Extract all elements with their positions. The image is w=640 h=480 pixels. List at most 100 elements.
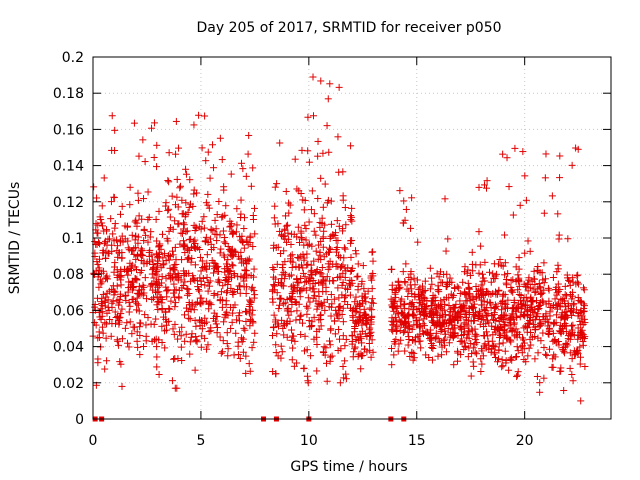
data-point: [152, 269, 160, 277]
data-point: [181, 270, 189, 278]
data-point: [162, 287, 170, 295]
data-point: [246, 306, 254, 314]
data-point: [91, 238, 99, 246]
data-point: [182, 199, 190, 207]
data-point: [228, 261, 236, 269]
data-point: [194, 286, 202, 294]
data-point: [153, 353, 161, 361]
data-point: [148, 124, 156, 132]
data-point: [129, 284, 137, 292]
data-point: [243, 308, 251, 316]
data-point: [251, 230, 259, 238]
data-point: [110, 194, 118, 202]
data-point: [233, 221, 241, 229]
data-point: [122, 292, 130, 300]
y-tick-label: 0.12: [53, 195, 84, 211]
data-point: [210, 269, 218, 277]
data-point: [150, 119, 158, 127]
data-point: [149, 294, 157, 302]
data-point: [93, 194, 101, 202]
data-point: [121, 324, 129, 332]
data-point: [93, 258, 101, 266]
data-point: [197, 267, 205, 275]
data-point: [172, 117, 180, 125]
data-point: [165, 205, 173, 213]
data-point: [118, 305, 126, 313]
data-point: [191, 276, 199, 284]
data-point: [195, 111, 203, 119]
data-point: [186, 338, 194, 346]
data-point: [236, 354, 244, 362]
data-point: [133, 337, 141, 345]
data-point: [110, 291, 118, 299]
data-point: [131, 323, 139, 331]
data-point: [208, 257, 216, 265]
data-point: [116, 238, 124, 246]
data-point: [154, 298, 162, 306]
data-point: [171, 217, 179, 225]
data-point: [248, 344, 256, 352]
y-tick-label: 0.04: [53, 340, 84, 356]
data-point: [236, 289, 244, 297]
data-point: [202, 297, 210, 305]
data-point: [181, 278, 189, 286]
data-point: [224, 345, 232, 353]
data-point: [200, 224, 208, 232]
data-point: [219, 337, 227, 345]
data-point: [204, 148, 212, 156]
data-point: [164, 237, 172, 245]
data-point: [158, 305, 166, 313]
data-point: [196, 253, 204, 261]
data-point: [173, 193, 181, 201]
data-point: [102, 334, 110, 342]
data-point: [218, 348, 226, 356]
data-point: [210, 309, 218, 317]
data-point: [242, 307, 250, 315]
data-point: [216, 297, 224, 305]
data-point: [95, 283, 103, 291]
y-tick-label: 0.14: [53, 159, 84, 175]
data-point: [242, 274, 250, 282]
data-point: [231, 301, 239, 309]
data-point: [238, 338, 246, 346]
data-point: [214, 278, 222, 286]
data-point: [126, 302, 134, 310]
data-point: [212, 263, 220, 271]
data-point: [222, 202, 230, 210]
data-point: [171, 354, 179, 362]
data-point: [115, 249, 123, 257]
data-point: [179, 237, 187, 245]
data-point: [229, 289, 237, 297]
data-point: [164, 207, 172, 215]
data-point: [138, 266, 146, 274]
data-point: [234, 253, 242, 261]
data-point: [161, 327, 169, 335]
data-point: [202, 199, 210, 207]
data-point: [94, 334, 102, 342]
data-point: [197, 343, 205, 351]
data-point: [168, 192, 176, 200]
data-point: [192, 322, 200, 330]
data-point: [211, 317, 219, 325]
data-point: [131, 218, 139, 226]
data-point: [144, 238, 152, 246]
data-point: [224, 352, 232, 360]
data-point: [238, 159, 246, 167]
data-point: [243, 236, 251, 244]
data-point: [165, 251, 173, 259]
data-point: [198, 316, 206, 324]
data-point: [137, 256, 145, 264]
data-point: [126, 183, 134, 191]
data-point: [138, 215, 146, 223]
y-tick-label: 0.06: [53, 303, 84, 319]
data-point: [193, 338, 201, 346]
data-point: [223, 329, 231, 337]
data-point: [125, 308, 133, 316]
data-point: [182, 210, 190, 218]
data-point: [133, 294, 141, 302]
data-point: [237, 196, 245, 204]
data-point: [113, 282, 121, 290]
data-point: [239, 239, 247, 247]
data-point: [153, 237, 161, 245]
data-point: [224, 243, 232, 251]
